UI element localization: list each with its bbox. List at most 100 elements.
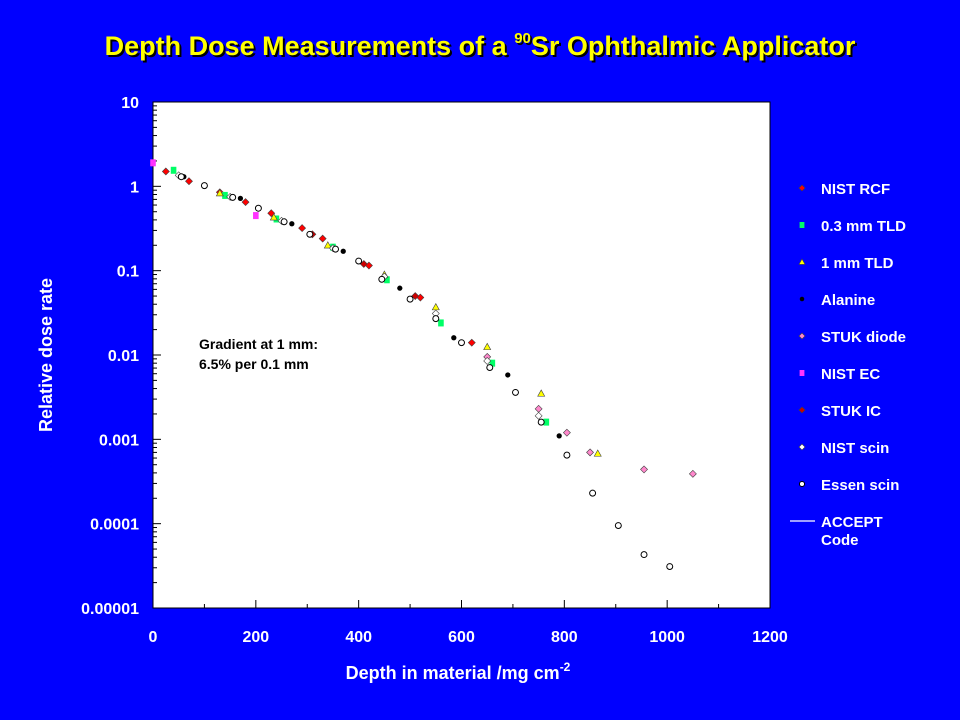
essen-scin-point (177, 173, 185, 181)
alanine-point (340, 248, 346, 254)
stuk-ic-point (411, 292, 420, 300)
essen-scin-point (486, 364, 494, 372)
y-tick-label: 0.1 (117, 264, 139, 281)
nist-rcf-point (185, 177, 193, 186)
legend-marker-stuk-ic (798, 406, 806, 414)
y-tick-labels: 10 1 0.1 0.01 0.001 0.0001 0.00001 (81, 95, 139, 618)
essen-scin-point (537, 418, 545, 426)
x-tick-labels: 0 200 400 600 800 1000 1200 (149, 629, 788, 646)
essen-scin-point (280, 218, 288, 226)
x-tick-label: 800 (551, 629, 578, 646)
legend-marker-alanine (799, 296, 805, 302)
1-mm-tld-point (215, 189, 224, 197)
essen-scin-point (458, 339, 465, 347)
legend-marker-nist-scin (798, 443, 806, 451)
0-3-mm-tld-point (222, 191, 228, 199)
nist-rcf-point (241, 198, 250, 207)
legend-label-1-mm-tld: 1 mm TLD (821, 255, 894, 272)
0-3-mm-tld-point (489, 359, 496, 367)
essen-scin-point (614, 522, 622, 530)
y-tick-label: 0.01 (108, 348, 139, 365)
alanine-point (451, 335, 457, 341)
legend-label-alanine: Alanine (821, 292, 875, 309)
x-tick-label: 600 (448, 629, 475, 646)
plot-area (152, 101, 771, 609)
essen-scin-point (254, 204, 262, 212)
essen-scin-point (355, 257, 363, 265)
x-tick-label: 1000 (649, 629, 685, 646)
1-mm-tld-point (593, 449, 602, 457)
1-mm-tld-point (483, 342, 492, 350)
essen-scin-point (332, 245, 340, 253)
nist-ec-point (253, 212, 259, 220)
nist-rcf-point (298, 224, 307, 232)
legend-label-stuk-ic: STUK IC (821, 403, 881, 420)
0-3-mm-tld-point (170, 166, 177, 174)
chart-title: Depth Dose Measurements of a 90Sr Ophtha… (104, 30, 856, 61)
1-mm-tld-point (537, 389, 546, 397)
axis-ticks (152, 101, 771, 609)
y-tick-label: 0.00001 (81, 601, 139, 618)
0-3-mm-tld-point (384, 276, 390, 284)
essen-scin-point (512, 388, 519, 396)
essen-scin-point (200, 182, 208, 190)
alanine-point (237, 195, 244, 201)
legend-marker-1-mm-tld (798, 258, 806, 265)
legend-label-0-3-mm-tld: 0.3 mm TLD (821, 218, 906, 235)
stuk-diode-point (688, 469, 697, 478)
essen-scin-point (589, 489, 597, 497)
0-3-mm-tld-point (438, 319, 444, 327)
essen-scin-point (432, 315, 440, 323)
1-mm-tld-point (269, 213, 278, 221)
essen-scin-point (640, 551, 648, 559)
alanine-point (289, 221, 295, 227)
legend-label-nist-scin: NIST scin (821, 440, 889, 457)
x-tick-label: 200 (242, 629, 269, 646)
stuk-diode-point (562, 428, 571, 437)
essen-scin-point (406, 295, 414, 303)
y-tick-label: 10 (121, 95, 139, 112)
0-3-mm-tld-point (543, 418, 550, 426)
nist-scin-point (483, 357, 492, 365)
x-tick-label: 1200 (752, 629, 788, 646)
nist-scin-point (534, 411, 543, 420)
1-mm-tld-point (323, 241, 332, 249)
essen-scin-point (563, 451, 571, 459)
nist-rcf-point (161, 167, 170, 176)
y-tick-label: 1 (130, 179, 139, 196)
essen-scin-point (378, 275, 386, 283)
data-markers (150, 159, 697, 571)
x-axis-label: Depth in material /mg cm-2 (346, 660, 571, 683)
legend-marker-nist-ec (799, 370, 805, 376)
legend-marker-0-3-mm-tld (799, 222, 805, 228)
legend-marker-nist-rcf (798, 184, 806, 192)
y-tick-label: 0.001 (99, 432, 139, 449)
annotation-line-2: 6.5% per 0.1 mm (199, 356, 309, 372)
legend-marker-essen-scin (798, 480, 806, 488)
nist-rcf-point (318, 234, 327, 243)
legend-label-accept-code: ACCEPT (821, 514, 883, 531)
alanine-point (556, 433, 562, 439)
essen-scin-point (666, 563, 674, 571)
legend-label-stuk-diode: STUK diode (821, 329, 906, 346)
legend: NIST RCF 0.3 mm TLD 1 mm TLD Alanine STUK di… (790, 181, 906, 549)
y-axis-label: Relative dose rate (36, 278, 56, 432)
essen-scin-point (306, 230, 314, 238)
annotation-line-1: Gradient at 1 mm: (199, 336, 318, 352)
alanine-point (505, 372, 511, 378)
nist-ec-point (150, 159, 156, 167)
nist-rcf-point (467, 338, 476, 347)
legend-marker-stuk-diode (798, 332, 806, 340)
y-tick-label: 0.0001 (90, 517, 139, 534)
legend-label-accept-code: Code (821, 532, 859, 549)
legend-label-nist-rcf: NIST RCF (821, 181, 890, 198)
stuk-diode-point (586, 448, 594, 457)
essen-scin-point (229, 193, 237, 201)
alanine-point (397, 285, 403, 291)
x-tick-label: 400 (345, 629, 372, 646)
stuk-diode-point (640, 465, 648, 474)
x-tick-label: 0 (149, 629, 158, 646)
legend-label-essen-scin: Essen scin (821, 477, 899, 494)
legend-label-nist-ec: NIST EC (821, 366, 880, 383)
